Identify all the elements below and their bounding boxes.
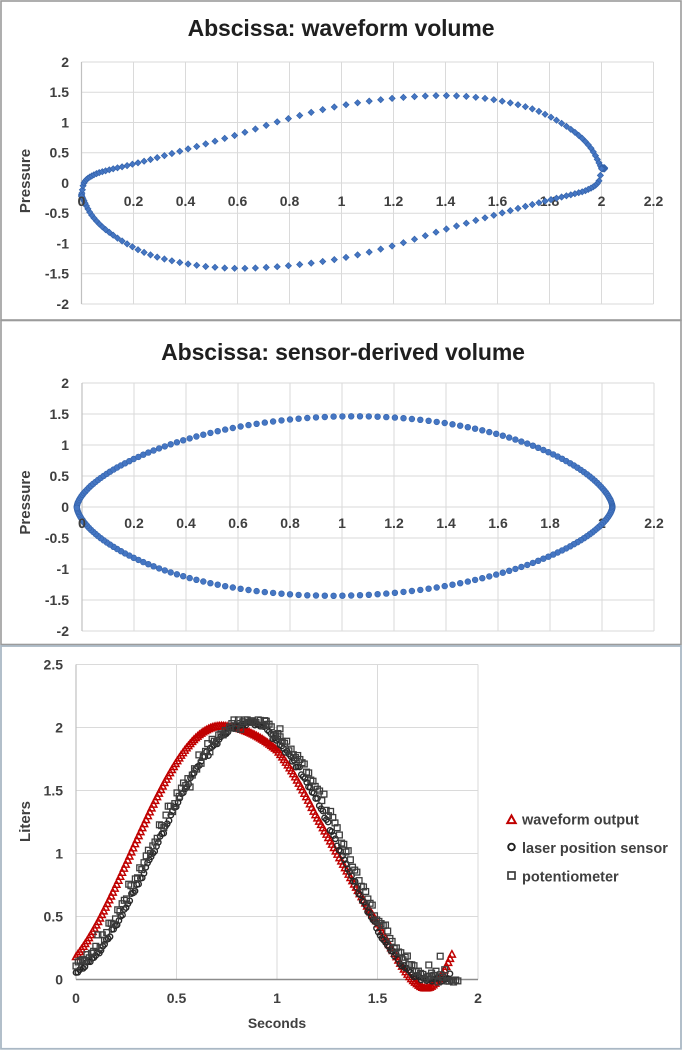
svg-text:0.2: 0.2 — [124, 193, 144, 209]
svg-text:2: 2 — [61, 54, 69, 70]
svg-text:1.4: 1.4 — [436, 515, 456, 531]
svg-text:Pressure: Pressure — [17, 470, 34, 534]
svg-text:0.5: 0.5 — [50, 468, 70, 484]
svg-text:-0.5: -0.5 — [45, 530, 69, 546]
svg-text:-2: -2 — [57, 623, 70, 639]
svg-text:2: 2 — [55, 719, 63, 735]
svg-text:0.6: 0.6 — [228, 515, 248, 531]
svg-text:1.5: 1.5 — [50, 84, 70, 100]
svg-text:0.5: 0.5 — [50, 145, 70, 161]
svg-text:0.8: 0.8 — [280, 515, 300, 531]
svg-text:1.4: 1.4 — [436, 193, 456, 209]
svg-text:0.5: 0.5 — [167, 990, 187, 1006]
svg-text:Seconds: Seconds — [248, 1015, 307, 1031]
svg-text:laser position sensor: laser position sensor — [522, 841, 668, 857]
svg-text:Pressure: Pressure — [17, 149, 34, 213]
svg-text:-2: -2 — [57, 296, 70, 312]
svg-text:Abscissa: sensor-derived volum: Abscissa: sensor-derived volume — [161, 339, 525, 365]
svg-text:0: 0 — [61, 499, 69, 515]
svg-text:0.4: 0.4 — [176, 193, 196, 209]
svg-text:1.8: 1.8 — [540, 515, 560, 531]
svg-text:2.2: 2.2 — [644, 515, 664, 531]
svg-text:1.2: 1.2 — [384, 515, 404, 531]
svg-text:0.6: 0.6 — [228, 193, 248, 209]
svg-text:2.5: 2.5 — [44, 656, 64, 672]
svg-text:1.5: 1.5 — [368, 990, 388, 1006]
svg-text:-1.5: -1.5 — [45, 266, 69, 282]
svg-text:2: 2 — [474, 990, 482, 1006]
svg-text:1.2: 1.2 — [384, 193, 404, 209]
svg-text:-0.5: -0.5 — [45, 205, 69, 221]
svg-text:0: 0 — [78, 193, 86, 209]
svg-text:1: 1 — [61, 114, 69, 130]
svg-text:2: 2 — [598, 193, 606, 209]
svg-text:0.4: 0.4 — [176, 515, 196, 531]
svg-text:1.5: 1.5 — [44, 782, 64, 798]
svg-text:potentiometer: potentiometer — [522, 870, 619, 886]
svg-text:1.6: 1.6 — [488, 515, 508, 531]
svg-text:-1: -1 — [57, 561, 70, 577]
svg-text:0: 0 — [61, 175, 69, 191]
svg-text:Liters: Liters — [17, 801, 34, 842]
svg-text:Abscissa: waveform volume: Abscissa: waveform volume — [188, 15, 495, 41]
svg-text:0: 0 — [72, 990, 80, 1006]
svg-text:0.5: 0.5 — [44, 908, 64, 924]
svg-text:1: 1 — [338, 193, 346, 209]
svg-text:-1: -1 — [57, 235, 70, 251]
svg-text:0.2: 0.2 — [124, 515, 144, 531]
svg-text:0.8: 0.8 — [280, 193, 300, 209]
svg-text:2: 2 — [61, 375, 69, 391]
svg-text:0: 0 — [78, 515, 86, 531]
svg-text:-1.5: -1.5 — [45, 592, 69, 608]
svg-text:2.2: 2.2 — [644, 193, 664, 209]
svg-text:1: 1 — [273, 990, 281, 1006]
svg-text:0: 0 — [55, 971, 63, 987]
svg-text:waveform output: waveform output — [521, 813, 639, 829]
svg-text:1.6: 1.6 — [488, 193, 508, 209]
svg-text:1.5: 1.5 — [50, 406, 70, 422]
svg-text:1: 1 — [55, 845, 63, 861]
svg-text:1: 1 — [338, 515, 346, 531]
svg-text:1: 1 — [61, 437, 69, 453]
